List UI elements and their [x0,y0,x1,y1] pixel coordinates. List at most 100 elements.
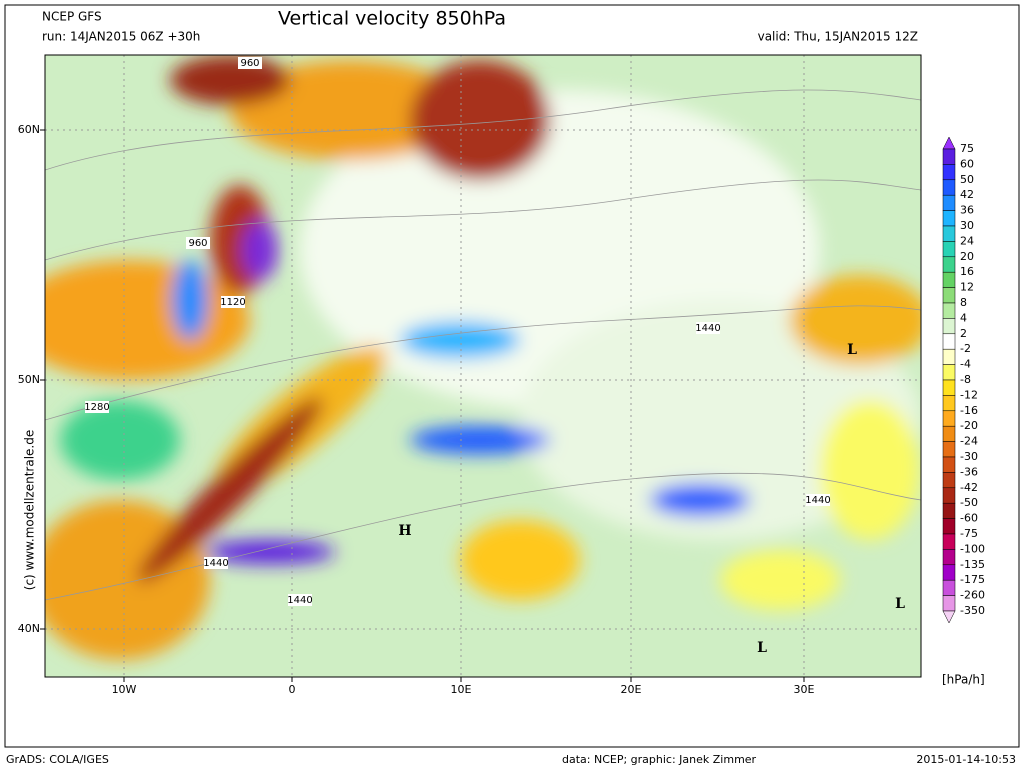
pressure-center: H [398,523,411,539]
colorbar-label: 20 [960,250,974,263]
colorbar-label: 75 [960,142,974,155]
colorbar-box [942,164,956,181]
footer-left: GrADS: COLA/IGES [6,753,109,766]
contour-label-box [806,494,830,506]
colorbar-box [942,472,956,489]
footer-right: 2015-01-14-10:53 [916,753,1016,766]
valid-time: valid: Thu, 15JAN2015 12Z [758,30,918,44]
colorbar-label: -60 [960,512,978,525]
contour-label-box [221,296,245,308]
colorbar-box [942,241,956,258]
colorbar-label: 16 [960,265,974,278]
model-name: NCEP GFS [42,10,102,24]
colorbar-label: -50 [960,496,978,509]
contour-label-box [204,557,228,569]
colorbar-box [942,302,956,319]
colorbar-label: 8 [960,296,967,309]
colorbar-box [942,425,956,442]
colorbar-box [942,549,956,566]
colorbar-box [942,210,956,227]
colorbar-label: 4 [960,311,967,324]
colorbar-label: 36 [960,204,974,217]
contour-label: 1440 [695,323,720,334]
colorbar-box [942,287,956,304]
contour-label-box [186,237,210,249]
footer-middle: data: NCEP; graphic: Janek Zimmer [562,753,757,766]
colorbar-box [942,179,956,196]
contour-label-box [85,401,109,413]
colorbar-label: -75 [960,527,978,540]
colorbar-label: 60 [960,157,974,170]
colorbar-label: -24 [960,435,978,448]
colorbar-box [942,595,956,612]
colorbar-box [942,271,956,288]
pressure-center: L [757,640,767,656]
contour-label-box [696,322,720,334]
colorbar-box [942,256,956,273]
colorbar-box [942,518,956,535]
colorbar-box [942,441,956,458]
map-title: Vertical velocity 850hPa [278,8,506,30]
velocity-field [45,55,921,660]
colorbar-label: 12 [960,281,974,294]
map-frame [44,54,922,678]
colorbar-box [942,564,956,581]
colorbar-label: -8 [960,373,971,386]
colorbar-box [942,502,956,519]
colorbar-label: -135 [960,558,985,571]
colorbar-box [942,333,956,350]
colorbar-label: 30 [960,219,974,232]
colorbar-triangle-bottom [942,610,956,624]
contour-label: 1440 [805,495,830,506]
colorbar-box [942,487,956,504]
colorbar-box [942,148,956,165]
contour-label: 1120 [220,297,245,308]
colorbar-box [942,364,956,381]
colorbar-label: -175 [960,573,985,586]
colorbar-label: -260 [960,589,985,602]
lon-label: 20E [621,683,642,696]
colorbar-box [942,379,956,396]
lon-label: 10E [451,683,472,696]
lat-label: 60N [18,123,40,136]
colorbar-label: -36 [960,465,978,478]
colorbar-label: -12 [960,388,978,401]
lat-label: 50N [18,373,40,386]
colorbar-label: -2 [960,342,971,355]
colorbar-box [942,348,956,365]
credit: (c) www.modellzentrale.de [23,430,37,590]
colorbar-box [942,395,956,412]
colorbar-box [942,456,956,473]
colorbar-label: -350 [960,604,985,617]
map-field [45,55,921,677]
colorbar-label: 2 [960,327,967,340]
contour-label: 1440 [287,595,312,606]
colorbar-label: 24 [960,234,974,247]
colorbar-box [942,410,956,427]
unit-label: [hPa/h] [942,673,985,687]
colorbar-box [942,579,956,596]
lon-label: 30E [794,683,815,696]
colorbar-label: -16 [960,404,978,417]
graticule [45,55,921,677]
colorbar-label: -20 [960,419,978,432]
lon-label: 0 [289,683,296,696]
colorbar-label: 42 [960,188,974,201]
contour-label: 960 [188,238,207,249]
colorbar-label: -42 [960,481,978,494]
pressure-center: L [847,342,857,358]
colorbar-box [942,225,956,242]
contour-label-box [238,57,262,69]
colorbar-box [942,194,956,211]
colorbar-box [942,533,956,550]
contour-label: 1280 [84,402,109,413]
contour-label: 960 [240,58,259,69]
run-info: run: 14JAN2015 06Z +30h [42,30,200,44]
contour-label-box [288,594,312,606]
lat-label: 40N [18,622,40,635]
lon-label: 10W [112,683,137,696]
colorbar-label: 50 [960,173,974,186]
colorbar-label: -4 [960,358,971,371]
outer-frame [4,4,1020,748]
